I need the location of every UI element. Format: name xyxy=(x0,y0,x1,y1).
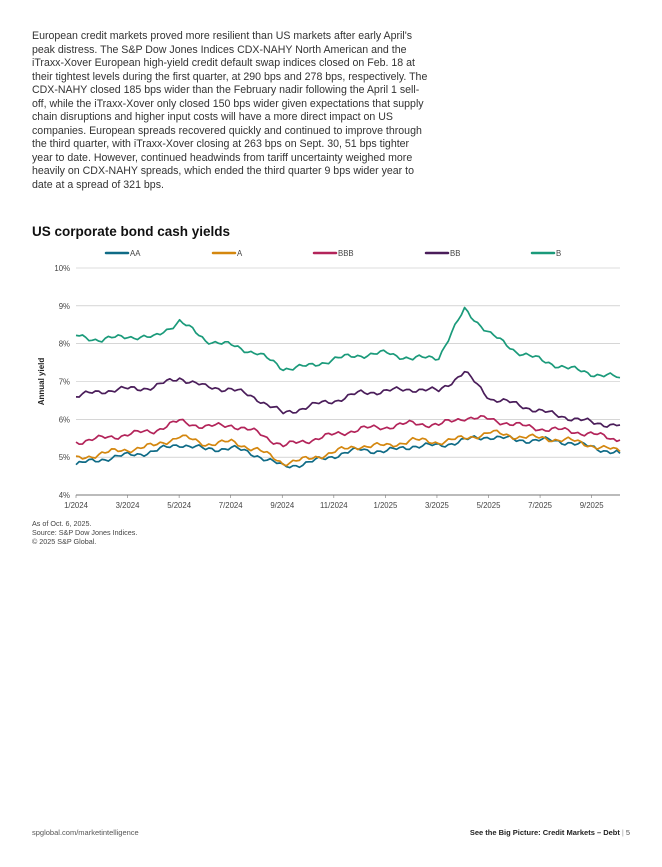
x-tick-label: 3/2024 xyxy=(116,501,141,510)
legend-label-b: B xyxy=(556,249,561,258)
legend-label-bbb: BBB xyxy=(338,249,354,258)
note-source: Source: S&P Dow Jones Indices. xyxy=(32,528,138,538)
x-tick-label: 5/2024 xyxy=(167,501,192,510)
legend-label-a: A xyxy=(237,249,243,258)
x-tick-label: 5/2025 xyxy=(477,501,502,510)
series-line-aa xyxy=(75,435,621,469)
x-tick-label: 3/2025 xyxy=(425,501,450,510)
x-tick-label: 7/2024 xyxy=(219,501,244,510)
note-copyright: © 2025 S&P Global. xyxy=(32,537,97,547)
series-line-bbb xyxy=(75,414,621,448)
y-tick-label: 4% xyxy=(59,491,70,500)
footer-url[interactable]: spglobal.com/marketintelligence xyxy=(32,828,139,837)
chart-title: US corporate bond cash yields xyxy=(32,224,231,239)
series-line-b xyxy=(75,306,621,379)
footer-doc-title: See the Big Picture: Credit Markets – De… xyxy=(469,828,620,837)
page-number: 5 xyxy=(625,828,630,837)
chart-notes: As of Oct. 6, 2025. Source: S&P Dow Jone… xyxy=(32,519,137,547)
y-tick-label: 10% xyxy=(54,264,70,273)
note-as-of: As of Oct. 6, 2025. xyxy=(32,519,92,528)
x-tick-label: 7/2025 xyxy=(528,501,553,510)
yield-line-chart: 4% 5% 6% 7% 8% 9% 10% 1/2024 3/2024 5/2024 7/2024 9… xyxy=(37,249,621,510)
y-tick-label: 9% xyxy=(59,302,70,311)
x-tick-label: 9/2024 xyxy=(270,501,295,510)
footer-doc-info: See the Big Picture: Credit Markets – De… xyxy=(470,828,630,837)
y-tick-label: 6% xyxy=(59,415,70,424)
y-tick-label: 8% xyxy=(59,340,70,349)
x-tick-label: 11/2024 xyxy=(320,501,348,510)
legend-label-aa: AA xyxy=(130,249,141,258)
x-tick-label: 1/2025 xyxy=(373,501,398,510)
footer-separator: | xyxy=(621,828,624,837)
series-line-a xyxy=(75,429,621,467)
y-tick-label: 7% xyxy=(59,378,70,387)
y-axis-label: Annual yield xyxy=(37,358,46,406)
x-tick-label: 1/2024 xyxy=(64,501,89,510)
body-paragraph: European credit markets proved more resi… xyxy=(32,30,428,191)
y-tick-label: 5% xyxy=(59,453,70,462)
series-line-bb xyxy=(75,370,621,428)
x-tick-label: 9/2025 xyxy=(580,501,605,510)
legend-label-bb: BB xyxy=(450,249,460,258)
